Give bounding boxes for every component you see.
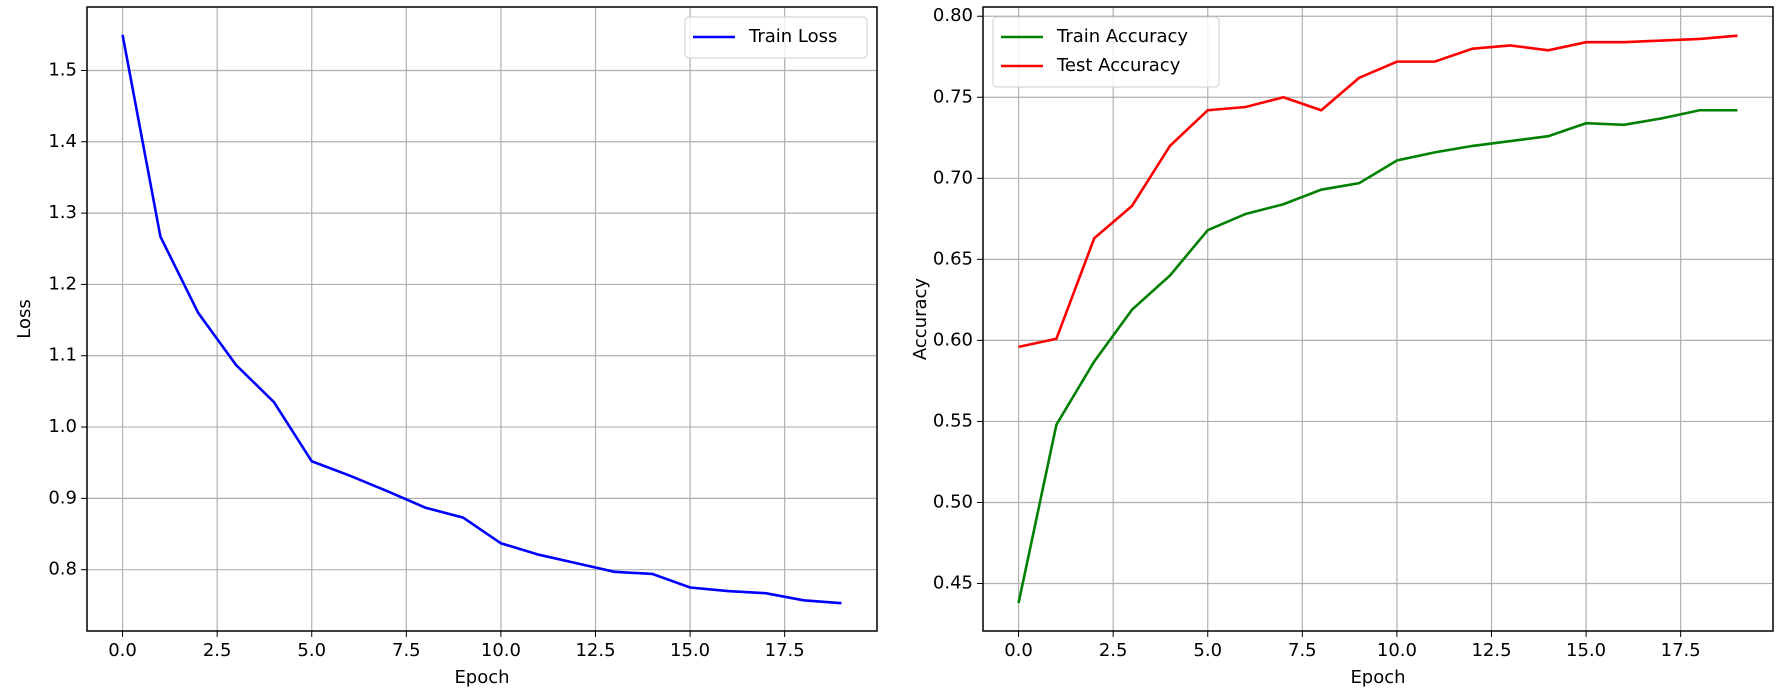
x-tick-label: 5.0 <box>297 640 326 661</box>
data-line <box>121 34 842 605</box>
plot-frame <box>982 6 1774 632</box>
x-axis-label: Epoch <box>1350 667 1405 688</box>
y-tick-label: 0.60 <box>933 329 973 350</box>
legend-label: Test Accuracy <box>1056 55 1181 76</box>
legend-label: Train Accuracy <box>1056 26 1188 47</box>
x-tick-label: 2.5 <box>203 640 232 661</box>
y-tick-label: 1.3 <box>48 202 77 223</box>
y-tick-label: 1.2 <box>48 273 77 294</box>
y-tick-label: 0.80 <box>933 5 973 26</box>
y-tick-label: 0.9 <box>48 487 77 508</box>
y-tick-label: 0.70 <box>933 167 973 188</box>
legend: Train Accuracy Test Accuracy <box>992 16 1220 88</box>
data-line <box>1018 34 1738 349</box>
y-tick-label: 0.8 <box>48 559 77 580</box>
x-tick-label: 10.0 <box>1377 640 1417 661</box>
x-axis-label: Epoch <box>454 667 509 688</box>
plot-frame <box>86 6 878 632</box>
y-axis-label: Accuracy <box>910 278 931 361</box>
y-tick-label: 0.50 <box>933 491 973 512</box>
x-tick-label: 0.0 <box>1004 640 1033 661</box>
legend-label: Train Loss <box>748 26 837 47</box>
x-tick-label: 12.5 <box>1471 640 1511 661</box>
x-tick-label: 10.0 <box>481 640 521 661</box>
x-tick-label: 12.5 <box>575 640 615 661</box>
x-tick-label: 17.5 <box>765 640 805 661</box>
x-tick-label: 15.0 <box>670 640 710 661</box>
legend-box <box>992 16 1220 88</box>
legend-box <box>684 16 868 59</box>
x-tick-label: 17.5 <box>1661 640 1701 661</box>
y-axis-label: Loss <box>14 299 35 338</box>
x-tick-label: 7.5 <box>392 640 421 661</box>
x-tick-label: 2.5 <box>1099 640 1128 661</box>
x-tick-label: 0.0 <box>108 640 137 661</box>
y-tick-label: 1.5 <box>48 59 77 80</box>
x-tick-label: 7.5 <box>1288 640 1317 661</box>
y-tick-label: 0.45 <box>933 573 973 594</box>
x-tick-label: 5.0 <box>1193 640 1222 661</box>
x-tick-label: 15.0 <box>1566 640 1606 661</box>
y-tick-label: 0.75 <box>933 86 973 107</box>
y-tick-label: 1.4 <box>48 131 77 152</box>
y-tick-label: 0.65 <box>933 248 973 269</box>
legend: Train Loss <box>684 16 868 59</box>
data-line <box>1017 108 1738 604</box>
y-tick-label: 1.1 <box>48 345 77 366</box>
y-tick-label: 0.55 <box>933 410 973 431</box>
y-tick-label: 1.0 <box>48 416 77 437</box>
